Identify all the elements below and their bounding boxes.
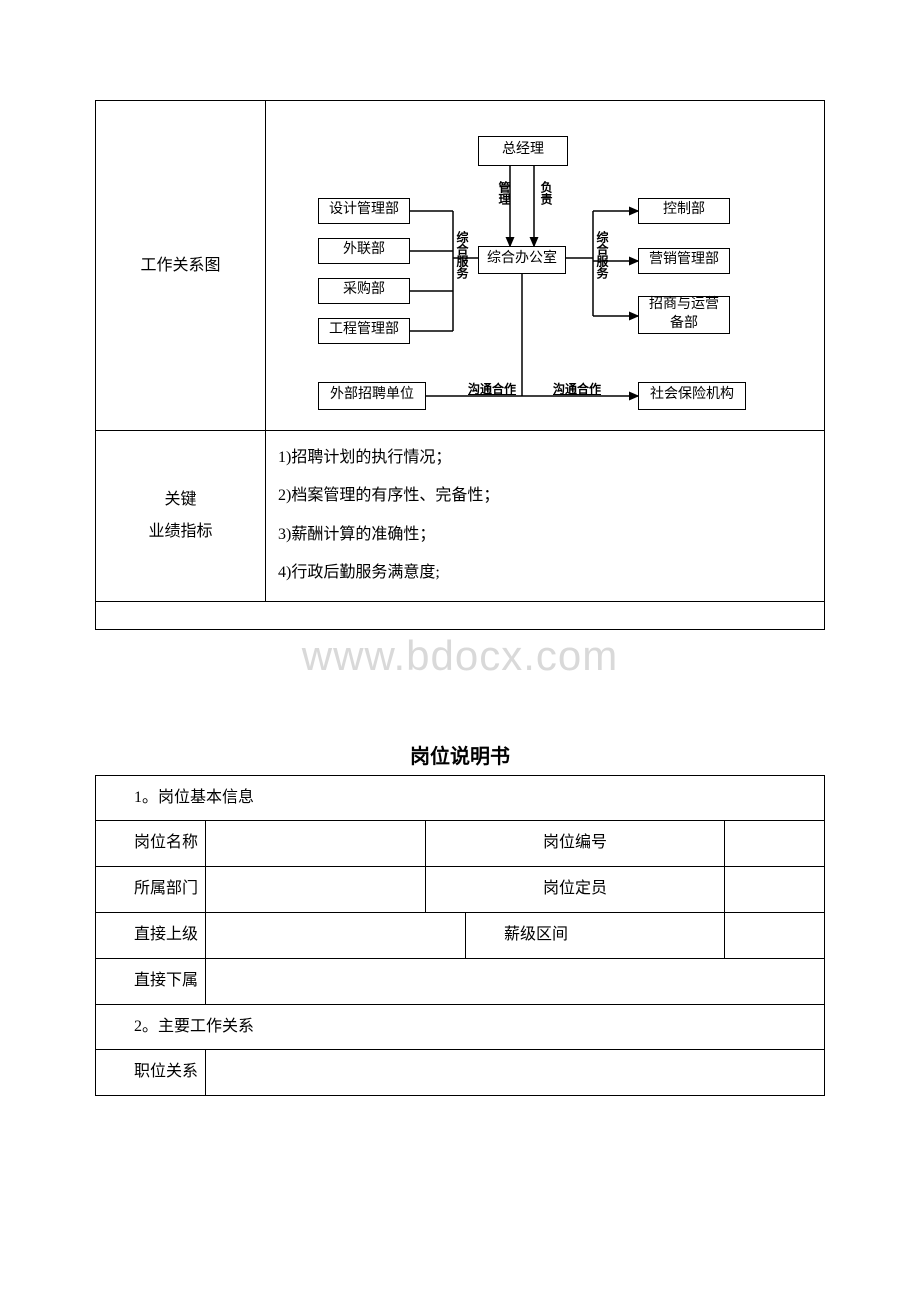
work-relationship-label: 工作关系图: [96, 101, 266, 431]
kpi-item: 2)档案管理的有序性、完备性；: [278, 477, 812, 515]
val-job-number: [725, 821, 825, 867]
section2-h2: 2。主要工作关系: [96, 1004, 825, 1050]
row-job-name: 岗位名称: [96, 821, 206, 867]
relationship-kpi-table: 工作关系图: [95, 100, 825, 630]
node-bottom-left: 外部招聘单位: [318, 382, 426, 410]
blank-row: [96, 601, 825, 629]
label-text: 工作关系图: [140, 257, 220, 274]
node-right2: 营销管理部: [638, 248, 730, 274]
row-job-number: 岗位编号: [426, 821, 725, 867]
node-left4: 工程管理部: [318, 318, 410, 344]
comm-label-2: 沟通合作: [553, 380, 601, 397]
val-headcount: [725, 867, 825, 913]
kpi-label-2: 业绩指标: [108, 516, 253, 548]
node-right1: 控制部: [638, 198, 730, 224]
kpi-item: 4)行政后勤服务满意度;: [278, 554, 812, 592]
vlabel-zhfw-right: 综合服务: [596, 231, 608, 279]
kpi-label-1: 关键: [108, 484, 253, 516]
node-left3: 采购部: [318, 278, 410, 304]
val-superior: [206, 912, 426, 958]
row-subordinate: 直接下属: [96, 958, 206, 1004]
vlabel-guanli: 管理: [498, 181, 510, 205]
row-headcount: 岗位定员: [426, 867, 725, 913]
kpi-item: 3)薪酬计算的准确性；: [278, 516, 812, 554]
node-left2: 外联部: [318, 238, 410, 264]
val-job-name: [206, 821, 426, 867]
val-position-rel: [206, 1050, 825, 1096]
kpi-item: 1)招聘计划的执行情况；: [278, 439, 812, 477]
section2-h1: 1。岗位基本信息: [96, 775, 825, 821]
watermark: www.bdocx.com: [302, 632, 618, 680]
vlabel-zhfw-left: 综合服务: [456, 231, 468, 279]
node-right3: 招商与运营备部: [638, 296, 730, 334]
diagram-cell: 总经理 管理 负责 综合服务 综合服务 综合办公室 设计管理部 外联部 采购部 …: [266, 101, 825, 431]
val-subordinate: [206, 958, 825, 1004]
node-general-manager: 总经理: [478, 136, 568, 166]
node-left1: 设计管理部: [318, 198, 410, 224]
node-bottom-right: 社会保险机构: [638, 382, 746, 410]
comm-label-1: 沟通合作: [468, 380, 516, 397]
row-position-rel: 职位关系: [96, 1050, 206, 1096]
row-superior: 直接上级: [96, 912, 206, 958]
org-chart: 总经理 管理 负责 综合服务 综合服务 综合办公室 设计管理部 外联部 采购部 …: [298, 116, 758, 416]
vlabel-fuze: 负责: [540, 181, 552, 205]
section2-title: 岗位说明书: [95, 740, 825, 769]
job-description-table: 1。岗位基本信息 岗位名称 岗位编号 所属部门 岗位定员 直接上级 薪级区间 直…: [95, 775, 825, 1097]
val-dept: [206, 867, 426, 913]
row-salary: 薪级区间: [466, 912, 725, 958]
spacer: [426, 912, 466, 958]
kpi-label: 关键 业绩指标: [96, 431, 266, 602]
val-salary: [725, 912, 825, 958]
row-dept: 所属部门: [96, 867, 206, 913]
kpi-list: 1)招聘计划的执行情况； 2)档案管理的有序性、完备性； 3)薪酬计算的准确性；…: [266, 431, 825, 602]
node-center-office: 综合办公室: [478, 246, 566, 274]
